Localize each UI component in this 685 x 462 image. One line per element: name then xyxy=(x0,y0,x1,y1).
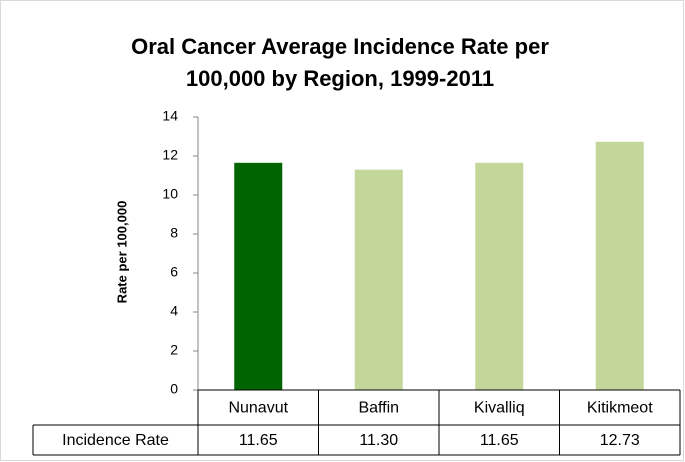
table-value: 12.73 xyxy=(600,432,640,449)
x-tick-label: Nunavut xyxy=(228,400,288,417)
table-value: 11.30 xyxy=(359,432,398,449)
y-tick-label: 14 xyxy=(162,108,178,124)
bar xyxy=(595,141,644,390)
chart-title: 100,000 by Region, 1999-2011 xyxy=(186,66,494,91)
bar xyxy=(354,169,403,390)
bar xyxy=(234,162,283,390)
y-axis-label: Rate per 100,000 xyxy=(114,201,129,304)
table-row-label: Incidence Rate xyxy=(62,432,169,449)
chart-title: Oral Cancer Average Incidence Rate per xyxy=(131,34,549,59)
table-value: 11.65 xyxy=(239,432,278,449)
y-tick-label: 0 xyxy=(170,381,178,397)
y-tick-label: 12 xyxy=(162,147,178,163)
x-tick-label: Kitikmeot xyxy=(587,400,653,417)
y-tick-label: 10 xyxy=(162,186,178,202)
y-tick-label: 6 xyxy=(170,264,178,280)
y-tick-label: 2 xyxy=(170,342,178,358)
x-tick-label: Baffin xyxy=(358,400,399,417)
y-tick-label: 8 xyxy=(170,225,178,241)
y-tick-label: 4 xyxy=(170,303,178,319)
x-tick-label: Kivalliq xyxy=(474,400,525,417)
bar xyxy=(475,162,524,390)
table-value: 11.65 xyxy=(480,432,519,449)
